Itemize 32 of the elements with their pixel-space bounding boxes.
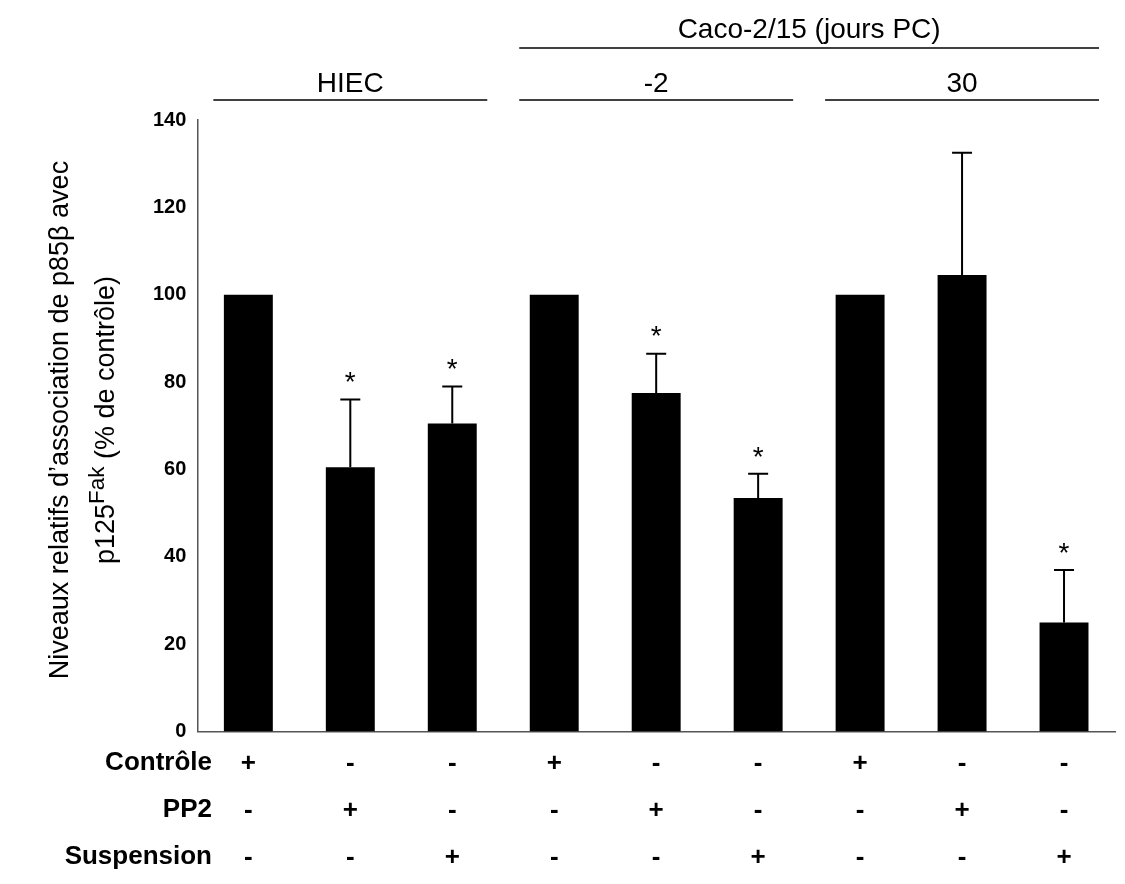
text: -2 — [643, 66, 669, 98]
data-label: * — [446, 353, 458, 385]
data-label: * — [650, 320, 662, 352]
x-tick-label: - + - — [954, 747, 970, 871]
bar — [223, 294, 273, 732]
y-tick-label: 140 — [152, 107, 187, 130]
bar — [835, 294, 885, 732]
y-tick-label: 120 — [152, 194, 187, 217]
text: HIEC — [316, 66, 384, 98]
x-tick-label: + - - — [852, 747, 868, 871]
x-tick-label: - + - — [342, 747, 358, 871]
x-tick-label: - - + — [750, 747, 766, 871]
bar — [529, 294, 579, 732]
y-tick-label: 0 — [175, 719, 187, 742]
x-tick-label: + - - — [546, 747, 562, 871]
y-tick-label: 100 — [152, 282, 187, 305]
text: PP2 — [162, 792, 212, 823]
data-label: * — [1058, 536, 1070, 568]
text: Contrôle — [105, 745, 212, 776]
x-tick-label: - - + — [444, 747, 460, 871]
y-tick-label: 60 — [164, 457, 187, 479]
data-label: * — [344, 366, 356, 398]
y-tick-label: 40 — [164, 544, 187, 567]
y-tick-label: 80 — [164, 369, 187, 392]
text: Caco-2/15 (jours PC) — [677, 12, 941, 44]
x-tick-label: - - + — [1056, 747, 1072, 871]
y-tick-label: 20 — [164, 631, 187, 654]
x-tick-label: + - - — [240, 747, 256, 871]
x-tick-label: - + - — [648, 747, 664, 871]
text: 30 — [946, 66, 978, 98]
text: Suspension — [64, 839, 212, 870]
data-label: * — [752, 440, 764, 472]
